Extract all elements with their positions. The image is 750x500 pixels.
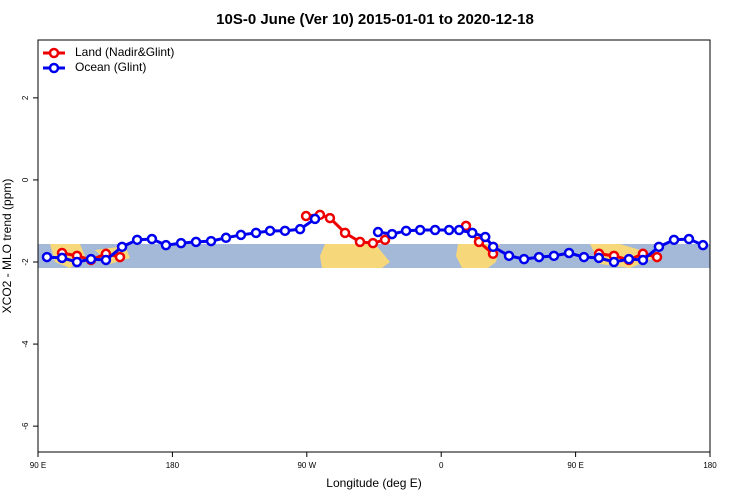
point xyxy=(279,225,291,237)
point xyxy=(235,229,247,241)
x-tick-label: 90 E xyxy=(30,461,46,470)
legend-marker xyxy=(48,62,60,74)
point xyxy=(190,236,202,248)
point xyxy=(518,253,530,265)
point xyxy=(608,256,620,268)
y-tick-label: 2 xyxy=(21,95,30,100)
point xyxy=(116,241,128,253)
point xyxy=(400,225,412,237)
point xyxy=(623,253,635,265)
land-patch xyxy=(320,244,390,268)
point xyxy=(429,224,441,236)
legend-marker xyxy=(48,47,60,59)
x-tick-label: 180 xyxy=(703,461,717,470)
x-tick-label: 90 E xyxy=(567,461,583,470)
point xyxy=(354,236,366,248)
y-tick-label: -4 xyxy=(21,340,30,348)
y-tick-label: -2 xyxy=(21,258,30,266)
y-tick-label: 0 xyxy=(21,177,30,182)
legend-label: Ocean (Glint) xyxy=(75,60,146,74)
point xyxy=(443,224,455,236)
point xyxy=(379,234,391,246)
point xyxy=(467,227,478,239)
point xyxy=(563,247,575,259)
point xyxy=(294,223,306,235)
point xyxy=(372,226,384,238)
point xyxy=(41,251,53,263)
y-tick-label: -6 xyxy=(21,422,30,430)
point xyxy=(487,241,499,253)
point xyxy=(668,234,680,246)
point xyxy=(220,232,232,244)
legend-label: Land (Nadir&Glint) xyxy=(75,45,174,59)
point xyxy=(56,252,68,264)
point xyxy=(453,224,465,236)
point xyxy=(114,251,126,263)
point xyxy=(160,239,172,251)
point xyxy=(480,231,491,243)
point xyxy=(593,252,605,264)
x-tick-label: 180 xyxy=(166,461,180,470)
point xyxy=(131,234,143,246)
point xyxy=(300,210,312,222)
point xyxy=(386,228,398,240)
point xyxy=(71,256,83,268)
point xyxy=(339,227,351,239)
point xyxy=(324,212,336,224)
point xyxy=(146,233,158,245)
point xyxy=(367,237,379,249)
point xyxy=(309,213,321,225)
point xyxy=(578,251,590,263)
chart-title: 10S-0 June (Ver 10) 2015-01-01 to 2020-1… xyxy=(216,11,534,28)
point xyxy=(503,250,515,262)
point xyxy=(175,237,187,249)
point xyxy=(85,253,97,265)
point xyxy=(264,225,276,237)
point xyxy=(653,241,665,253)
y-axis-label: XCO2 - MLO trend (ppm) xyxy=(0,179,14,314)
point xyxy=(100,254,112,266)
x-tick-label: 90 W xyxy=(297,461,316,470)
x-tick-label: 0 xyxy=(439,461,444,470)
point xyxy=(414,224,426,236)
point xyxy=(548,250,560,262)
point xyxy=(250,227,262,239)
point xyxy=(533,251,545,263)
point xyxy=(697,239,709,251)
point xyxy=(637,254,649,266)
x-axis-label: Longitude (deg E) xyxy=(326,476,421,490)
point xyxy=(651,251,663,263)
point xyxy=(205,235,217,247)
point xyxy=(683,233,695,245)
plot-frame xyxy=(37,39,711,453)
